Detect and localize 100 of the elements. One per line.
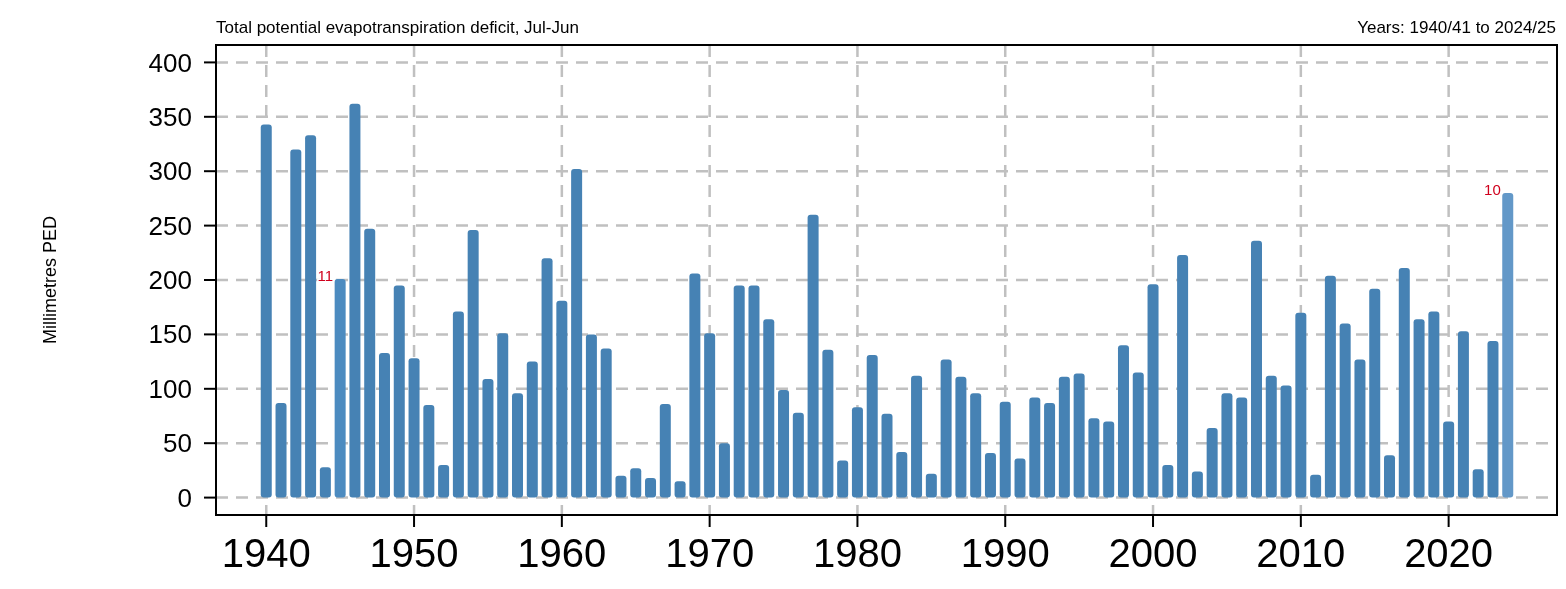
bar	[512, 393, 524, 498]
bar	[940, 359, 952, 498]
bar	[1324, 275, 1336, 498]
x-tick-label: 2020	[1404, 531, 1494, 575]
x-tick-label: 1970	[665, 531, 755, 575]
y-tick-label: 150	[148, 319, 192, 350]
bar	[674, 481, 686, 498]
bar	[452, 311, 464, 498]
bar	[1339, 323, 1351, 498]
bar	[822, 349, 834, 498]
bar	[585, 334, 597, 498]
bar	[378, 352, 390, 498]
bar	[645, 478, 657, 498]
bar	[305, 135, 317, 498]
bar	[763, 319, 775, 498]
y-axis-title: Millimetres PED	[40, 215, 60, 345]
bar	[482, 379, 494, 498]
annotation: 10	[1484, 180, 1501, 198]
bar	[541, 258, 553, 498]
x-tick-label: 1990	[960, 531, 1050, 575]
bar	[984, 452, 996, 498]
x-tick-label: 1950	[369, 531, 459, 575]
bar	[349, 103, 361, 498]
y-tick-label: 350	[148, 101, 192, 132]
bar	[1487, 340, 1499, 498]
bar	[571, 169, 583, 498]
bar	[275, 402, 287, 498]
bar	[970, 393, 982, 498]
bar	[600, 348, 612, 498]
bar	[1295, 312, 1307, 498]
bar	[1384, 455, 1396, 498]
bar	[1044, 402, 1056, 498]
bar	[733, 285, 745, 498]
bar	[408, 358, 420, 498]
bar	[778, 389, 790, 498]
bar	[896, 451, 908, 498]
bar	[866, 355, 878, 498]
bar	[1250, 240, 1262, 498]
bar	[1354, 359, 1366, 498]
y-tick-label: 300	[148, 156, 192, 187]
bar	[334, 278, 346, 498]
bar	[1265, 375, 1277, 498]
bar	[1413, 319, 1425, 498]
bar	[1280, 385, 1292, 498]
bar	[1502, 192, 1514, 498]
bar	[1162, 464, 1174, 498]
bar	[364, 228, 376, 498]
bar	[260, 124, 272, 498]
x-tick-label: 1980	[812, 531, 902, 575]
bar	[925, 473, 937, 498]
bar	[1088, 418, 1100, 498]
chart-title: Total potential evapotranspiration deficit, Jul-Jun	[216, 18, 579, 37]
y-tick-label: 200	[148, 265, 192, 296]
bar	[556, 300, 568, 498]
bar	[1191, 471, 1203, 498]
y-tick-label: 250	[148, 210, 192, 241]
bar	[792, 412, 804, 498]
y-tick-label: 400	[148, 47, 192, 78]
bar	[704, 333, 716, 498]
bar	[837, 460, 849, 498]
x-tick-label: 1940	[221, 531, 311, 575]
bar	[999, 401, 1011, 498]
bar	[1029, 397, 1041, 498]
bar	[319, 467, 331, 498]
x-tick-label: 2000	[1108, 531, 1198, 575]
bar	[438, 464, 450, 498]
bar	[1310, 474, 1322, 498]
bar	[1236, 397, 1248, 498]
bar	[423, 405, 435, 498]
bar	[851, 407, 863, 498]
bar	[1472, 469, 1484, 498]
y-tick-label: 100	[148, 373, 192, 404]
bar	[1103, 421, 1115, 498]
bar	[1206, 427, 1218, 498]
bar	[659, 404, 671, 498]
y-tick-label: 50	[163, 428, 192, 459]
bar	[1369, 288, 1381, 498]
chart-subtitle: Years: 1940/41 to 2024/25	[1357, 18, 1556, 37]
bar	[1117, 345, 1129, 498]
bar	[689, 273, 701, 498]
bar	[1457, 331, 1469, 498]
bar	[1221, 393, 1233, 498]
bar	[955, 376, 967, 498]
bar	[615, 475, 627, 498]
bar	[1147, 284, 1159, 498]
annotation: 11	[317, 266, 334, 284]
bar	[1132, 372, 1144, 498]
bar	[467, 229, 479, 498]
bar	[807, 214, 819, 498]
x-tick-label: 2010	[1256, 531, 1346, 575]
bar	[290, 149, 302, 498]
bar	[497, 333, 509, 498]
bar	[1398, 268, 1410, 498]
bar	[911, 375, 923, 498]
x-tick-label: 1960	[517, 531, 607, 575]
bar	[1443, 421, 1455, 498]
bar	[1177, 254, 1189, 498]
bar	[1428, 311, 1440, 498]
bar	[1014, 458, 1026, 498]
y-tick-label: 0	[177, 482, 192, 513]
